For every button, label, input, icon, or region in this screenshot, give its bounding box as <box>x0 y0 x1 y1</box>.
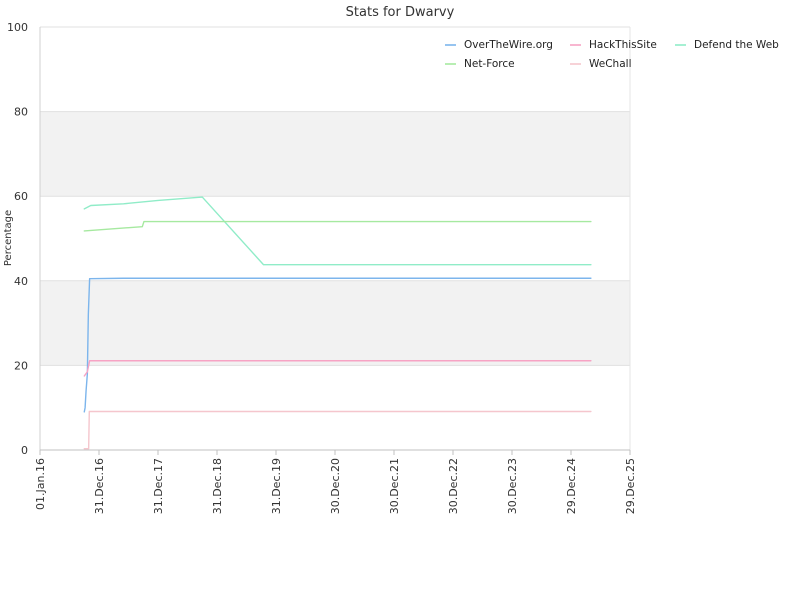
series-line <box>83 360 592 377</box>
legend-label: OverTheWire.org <box>464 39 553 51</box>
x-tick-label: 01.Jan.16 <box>34 458 47 510</box>
x-tick-label: 30.Dec.23 <box>506 458 519 514</box>
x-tick-label: 31.Dec.16 <box>93 458 106 514</box>
legend-label: Defend the Web <box>694 39 779 51</box>
series-line <box>83 277 592 413</box>
legend-item[interactable]: WeChall <box>570 58 631 70</box>
legend[interactable]: OverTheWire.org HackThisSite Defend the We… <box>445 39 779 70</box>
legend-label: HackThisSite <box>589 39 657 51</box>
y-tick-label: 80 <box>14 106 28 119</box>
chart-title: Stats for Dwarvy <box>346 5 455 20</box>
x-tick-label: 29.Dec.24 <box>565 458 578 514</box>
plot-band <box>40 111 630 197</box>
legend-label: Net-Force <box>464 58 515 70</box>
x-tick-label: 30.Dec.22 <box>447 458 460 514</box>
y-tick-label: 100 <box>7 21 28 34</box>
x-tick-label: 31.Dec.18 <box>211 458 224 514</box>
legend-item[interactable]: HackThisSite <box>570 39 657 51</box>
y-tick-label: 60 <box>14 190 28 203</box>
series-line <box>83 220 592 232</box>
x-tick-label: 31.Dec.19 <box>270 458 283 514</box>
x-tick-label: 29.Dec.25 <box>624 458 637 514</box>
x-tick-label: 31.Dec.17 <box>152 458 165 514</box>
x-tick-label: 30.Dec.20 <box>329 458 342 514</box>
plot-band <box>40 280 630 366</box>
grid: 0 20 40 60 80 100 <box>7 21 630 457</box>
x-tick-label: 30.Dec.21 <box>388 458 401 514</box>
axes: 01.Jan.16 31.Dec.16 31.Dec.17 31.Dec.18 31.D… <box>34 27 637 514</box>
legend-label: WeChall <box>589 58 631 70</box>
y-tick-label: 0 <box>21 444 28 457</box>
plot-bands <box>40 111 630 366</box>
series-line <box>83 196 592 266</box>
series-lines <box>83 196 592 450</box>
y-tick-label: 40 <box>14 275 28 288</box>
y-axis-label: Percentage <box>3 210 14 266</box>
legend-item[interactable]: Net-Force <box>445 58 515 70</box>
y-tick-label: 20 <box>14 359 28 372</box>
series-line <box>83 410 592 450</box>
legend-item[interactable]: Defend the Web <box>675 39 779 51</box>
legend-item[interactable]: OverTheWire.org <box>445 39 553 51</box>
